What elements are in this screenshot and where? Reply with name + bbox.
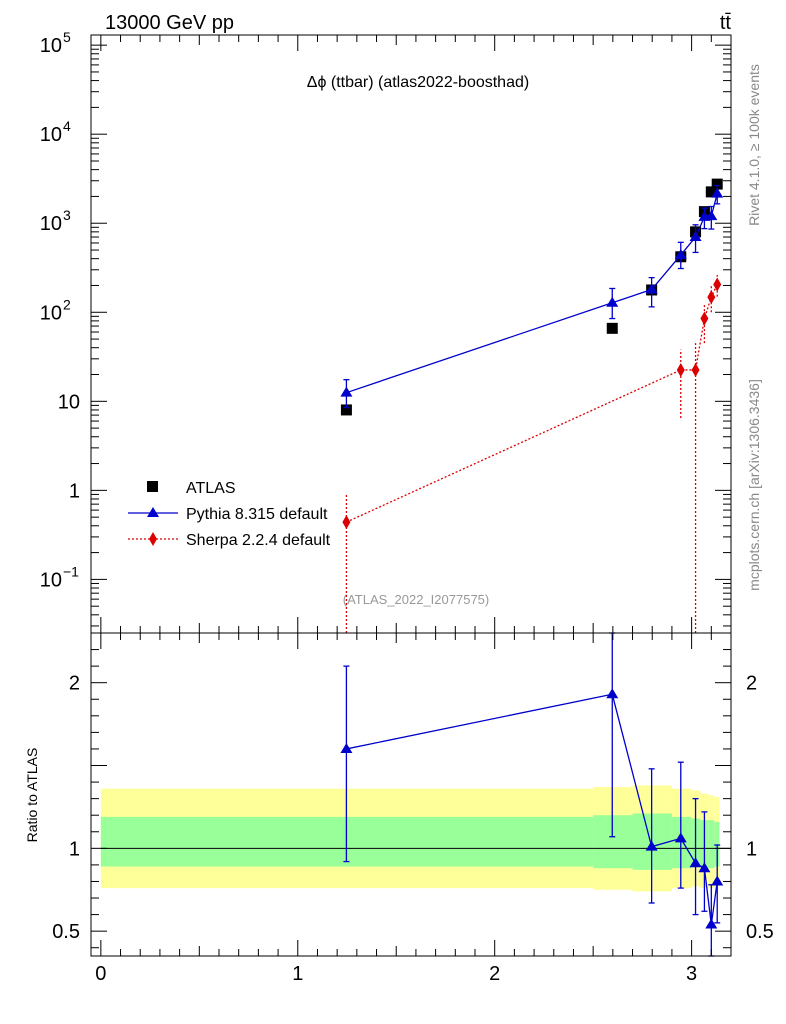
main-y-tick-label: 10	[40, 302, 62, 324]
x-tick-label: 0	[95, 963, 106, 985]
main-plot-panel: Δϕ (ttbar) (atlas2022-boosthad) (ATLAS_2…	[40, 29, 732, 634]
pythia-main-point	[606, 296, 619, 307]
pythia-main-line	[346, 193, 718, 394]
pythia-ratio-line	[346, 693, 718, 925]
pythia-ratio-point	[674, 832, 687, 843]
main-y-tick-label: 10	[40, 569, 62, 591]
sherpa-main-point	[707, 290, 716, 305]
main-y-tick-exponent: 2	[63, 296, 71, 312]
process-label: tt̄	[720, 12, 732, 34]
legend-pythia-label: Pythia 8.315 default	[186, 506, 328, 523]
main-y-tick-label: 1	[69, 480, 80, 502]
pythia-main-point	[705, 210, 718, 221]
atlas-main-point	[711, 178, 723, 190]
ratio-y-tick-label-left: 1	[69, 838, 80, 860]
sherpa-main-line	[346, 284, 718, 523]
ratio-band-green	[708, 820, 715, 869]
pythia-ratio-point	[698, 862, 711, 873]
main-y-tick-label: 10	[40, 213, 62, 235]
main-y-tick-label: 10	[40, 124, 62, 146]
pythia-main-point	[645, 283, 658, 294]
legend-sherpa-marker	[149, 532, 157, 546]
x-tick-label: 3	[686, 963, 697, 985]
ratio-y-tick-label-right: 2	[746, 673, 757, 695]
pythia-ratio-point	[606, 688, 619, 699]
legend-atlas-label: ATLAS	[186, 480, 236, 497]
legend-atlas-marker	[147, 481, 158, 492]
pythia-main-point	[689, 231, 702, 242]
plot-title: Δϕ (ttbar) (atlas2022-boosthad)	[307, 74, 529, 91]
ratio-band-green	[714, 821, 720, 867]
main-series-layer	[340, 178, 724, 633]
atlas-main-point	[705, 186, 717, 198]
pythia-ratio-point	[689, 857, 702, 868]
ratio-plot-frame	[90, 632, 732, 957]
ratio-y-tick-label-left: 0.5	[52, 921, 80, 943]
analysis-watermark: (ATLAS_2022_I2077575)	[343, 592, 489, 607]
pythia-main-point	[674, 248, 687, 259]
x-ticks: 0 1 2 3	[95, 633, 712, 985]
main-y-tick-exponent: 5	[63, 29, 71, 45]
sherpa-main-point	[342, 515, 351, 530]
pythia-main-point	[340, 386, 353, 397]
main-y-tick-exponent: 3	[63, 207, 71, 223]
rivet-version-label: Rivet 4.1.0, ≥ 100k events	[746, 64, 762, 226]
ratio-y-tick-label-right: 1	[746, 838, 757, 860]
sherpa-main-point	[713, 277, 722, 292]
ratio-band-green	[671, 816, 692, 869]
sherpa-main-point	[700, 311, 709, 326]
mcplots-label: mcplots.cern.ch [arXiv:1306.3436]	[746, 379, 762, 591]
ratio-y-tick-label-left: 2	[69, 673, 80, 695]
energy-label: 13000 GeV pp	[105, 12, 234, 34]
sherpa-main-point	[676, 362, 685, 377]
atlas-main-point	[340, 404, 352, 416]
legend-pythia-marker	[147, 507, 159, 517]
ratio-bands	[100, 785, 731, 892]
sherpa-main-point	[691, 362, 700, 377]
legend-sherpa-label: Sherpa 2.2.4 default	[186, 532, 331, 549]
pythia-ratio-point	[340, 742, 353, 753]
main-y-tick-label: 10	[40, 35, 62, 57]
ratio-y-tick-label-right: 0.5	[746, 921, 774, 943]
main-y-tick-exponent: 4	[63, 118, 71, 134]
main-y-tick-label: 10	[58, 391, 80, 413]
x-tick-label: 1	[292, 963, 303, 985]
ratio-y-ticks: 0.5 0.5 1 1 2 2	[52, 649, 774, 949]
ratio-plot-panel: 0.5 0.5 1 1 2 2 0 1 2 3 Ratio to ATLAS	[24, 632, 774, 985]
atlas-main-point	[606, 322, 618, 334]
main-y-tick-exponent: −1	[63, 563, 79, 579]
pythia-ratio-point	[711, 875, 724, 886]
pythia-ratio-point	[645, 840, 658, 851]
x-tick-label: 2	[489, 963, 500, 985]
ratio-y-axis-label: Ratio to ATLAS	[24, 748, 40, 843]
pythia-ratio-point	[705, 918, 718, 929]
legend: ATLAS Pythia 8.315 default Sherpa 2.2.4 …	[128, 480, 331, 549]
pythia-main-point	[711, 187, 724, 198]
